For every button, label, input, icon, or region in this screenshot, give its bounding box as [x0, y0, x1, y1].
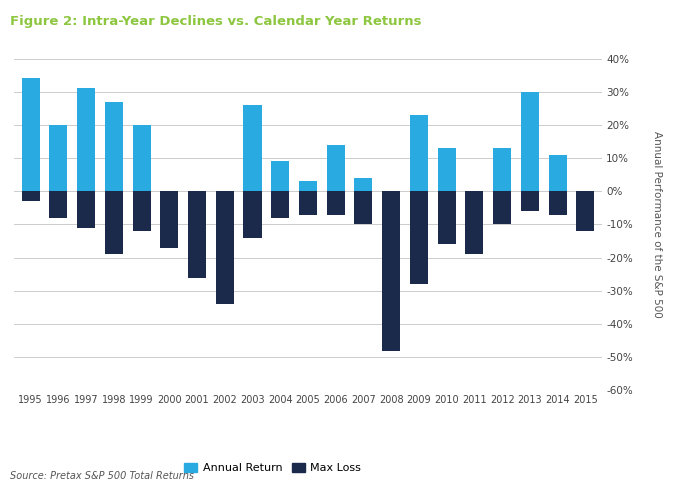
Bar [160, 191, 178, 248]
Text: Figure 2: Intra-Year Declines vs. Calendar Year Returns: Figure 2: Intra-Year Declines vs. Calend… [10, 15, 422, 28]
Bar [354, 191, 372, 224]
Legend: Annual Return, Max Loss: Annual Return, Max Loss [180, 458, 365, 478]
Bar [105, 102, 122, 191]
Text: Source: Pretax S&P 500 Total Returns: Source: Pretax S&P 500 Total Returns [10, 471, 194, 481]
Bar [382, 191, 400, 317]
Bar [22, 79, 40, 191]
Bar [49, 125, 68, 191]
Bar [271, 162, 290, 191]
Bar [244, 105, 262, 191]
Bar [188, 191, 206, 234]
Bar [521, 191, 539, 211]
Bar [410, 191, 428, 284]
Bar [548, 155, 567, 191]
Bar [521, 92, 539, 191]
Bar [299, 191, 317, 215]
Bar [160, 191, 178, 224]
Bar [410, 115, 428, 191]
Bar [244, 191, 262, 238]
Bar [299, 182, 317, 191]
Bar [548, 191, 567, 215]
Bar [382, 191, 400, 350]
Bar [132, 191, 150, 231]
Bar [493, 148, 511, 191]
Bar [105, 191, 122, 254]
Bar [49, 191, 68, 218]
Bar [77, 88, 95, 191]
Bar [576, 191, 594, 195]
Bar [466, 191, 484, 254]
Bar [77, 191, 95, 228]
Bar [438, 191, 456, 244]
Bar [216, 191, 234, 267]
Bar [132, 125, 150, 191]
Bar [271, 191, 290, 218]
Bar [326, 145, 345, 191]
Bar [326, 191, 345, 215]
Bar [188, 191, 206, 278]
Bar [576, 191, 594, 231]
Bar [354, 178, 372, 191]
Bar [438, 148, 456, 191]
Y-axis label: Annual Performance of the S&P 500: Annual Performance of the S&P 500 [652, 131, 663, 318]
Bar [216, 191, 234, 304]
Bar [22, 191, 40, 201]
Bar [493, 191, 511, 224]
